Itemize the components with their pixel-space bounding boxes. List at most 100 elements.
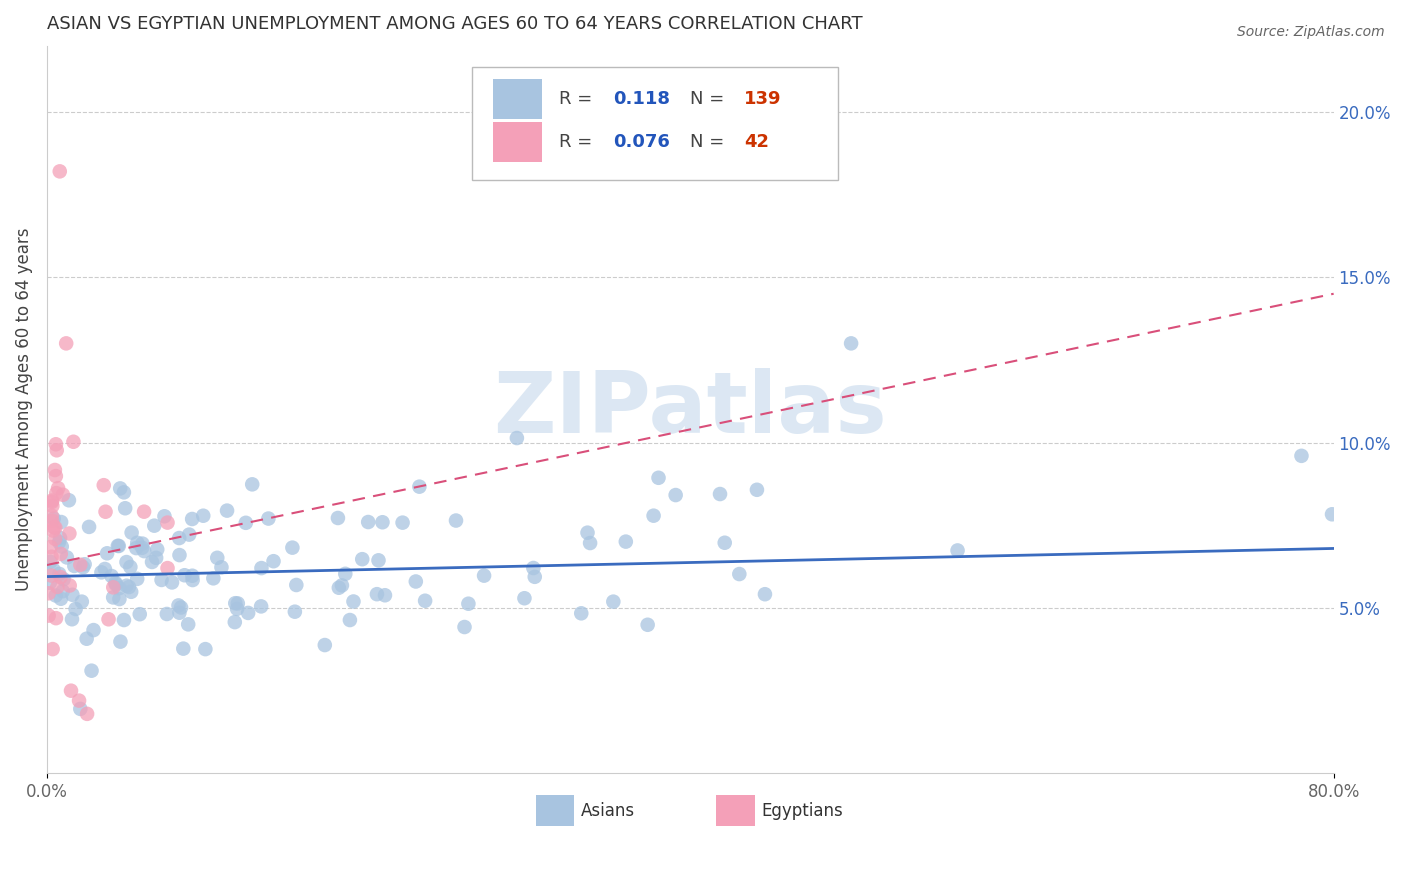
Point: [110, 634, 132, 648]
Point: [211, 560, 233, 574]
Point: [523, 570, 546, 584]
Point: [45, 589, 67, 603]
Point: [115, 555, 138, 569]
Point: [1291, 449, 1313, 463]
Point: [330, 578, 353, 592]
Point: [44, 463, 66, 477]
FancyBboxPatch shape: [471, 68, 838, 180]
Point: [52, 572, 75, 586]
Point: [45, 486, 67, 500]
Text: ASIAN VS EGYPTIAN UNEMPLOYMENT AMONG AGES 60 TO 64 YEARS CORRELATION CHART: ASIAN VS EGYPTIAN UNEMPLOYMENT AMONG AGE…: [46, 15, 862, 33]
Point: [569, 607, 592, 621]
Point: [83, 623, 105, 637]
Point: [236, 606, 259, 620]
Point: [39, 555, 62, 569]
Point: [127, 572, 149, 586]
Y-axis label: Unemployment Among Ages 60 to 64 years: Unemployment Among Ages 60 to 64 years: [15, 227, 32, 591]
Point: [513, 591, 536, 606]
Point: [179, 527, 201, 541]
Point: [1320, 508, 1343, 522]
Point: [579, 536, 602, 550]
Point: [108, 581, 131, 595]
Point: [235, 516, 257, 530]
Point: [52, 488, 75, 502]
Point: [41, 495, 63, 509]
Point: [96, 546, 118, 560]
Point: [118, 580, 141, 594]
Point: [41, 549, 63, 564]
Text: 0.118: 0.118: [613, 90, 671, 108]
Point: [63, 558, 86, 573]
Point: [72, 560, 94, 574]
Point: [38, 608, 60, 623]
Point: [48, 535, 70, 549]
Point: [946, 543, 969, 558]
Point: [49, 515, 72, 529]
Point: [754, 587, 776, 601]
Point: [127, 535, 149, 549]
Point: [42, 563, 65, 577]
Point: [69, 558, 91, 572]
Point: [104, 577, 127, 591]
Point: [41, 642, 63, 657]
Point: [156, 516, 179, 530]
Point: [215, 503, 238, 517]
Point: [226, 596, 249, 610]
Point: [73, 558, 96, 572]
Point: [391, 516, 413, 530]
Point: [114, 501, 136, 516]
Point: [115, 579, 138, 593]
Point: [240, 477, 263, 491]
Point: [97, 612, 120, 626]
Point: [52, 584, 75, 599]
Point: [728, 567, 751, 582]
Point: [250, 561, 273, 575]
Point: [328, 581, 350, 595]
Point: [173, 568, 195, 582]
Point: [202, 571, 225, 585]
Point: [67, 693, 90, 707]
Point: [457, 597, 479, 611]
Point: [281, 541, 304, 555]
Point: [352, 552, 374, 566]
Point: [643, 508, 665, 523]
Text: 139: 139: [744, 90, 782, 108]
Point: [146, 542, 169, 557]
Point: [284, 605, 307, 619]
Point: [62, 434, 84, 449]
Point: [76, 632, 98, 646]
Point: [80, 664, 103, 678]
Point: [60, 612, 83, 626]
Point: [41, 568, 63, 582]
Point: [314, 638, 336, 652]
Point: [160, 575, 183, 590]
Point: [453, 620, 475, 634]
Point: [90, 566, 112, 580]
Point: [55, 336, 77, 351]
Point: [103, 580, 125, 594]
Point: [128, 607, 150, 622]
Point: [41, 493, 63, 508]
Point: [413, 593, 436, 607]
Point: [45, 611, 67, 625]
Point: [108, 482, 131, 496]
Point: [177, 617, 200, 632]
Text: ZIPatlas: ZIPatlas: [494, 368, 887, 451]
Point: [101, 591, 124, 605]
Point: [263, 554, 285, 568]
Bar: [716, 795, 755, 826]
Text: 42: 42: [744, 134, 769, 152]
Point: [357, 515, 380, 529]
Bar: [494, 122, 543, 162]
Point: [49, 531, 72, 545]
Point: [38, 586, 60, 600]
Text: R =: R =: [560, 134, 598, 152]
Point: [637, 617, 659, 632]
Text: Source: ZipAtlas.com: Source: ZipAtlas.com: [1237, 25, 1385, 39]
Point: [44, 532, 66, 546]
Point: [156, 561, 179, 575]
Text: Egyptians: Egyptians: [761, 802, 842, 821]
Point: [108, 592, 131, 607]
Point: [193, 508, 215, 523]
Point: [39, 540, 62, 554]
